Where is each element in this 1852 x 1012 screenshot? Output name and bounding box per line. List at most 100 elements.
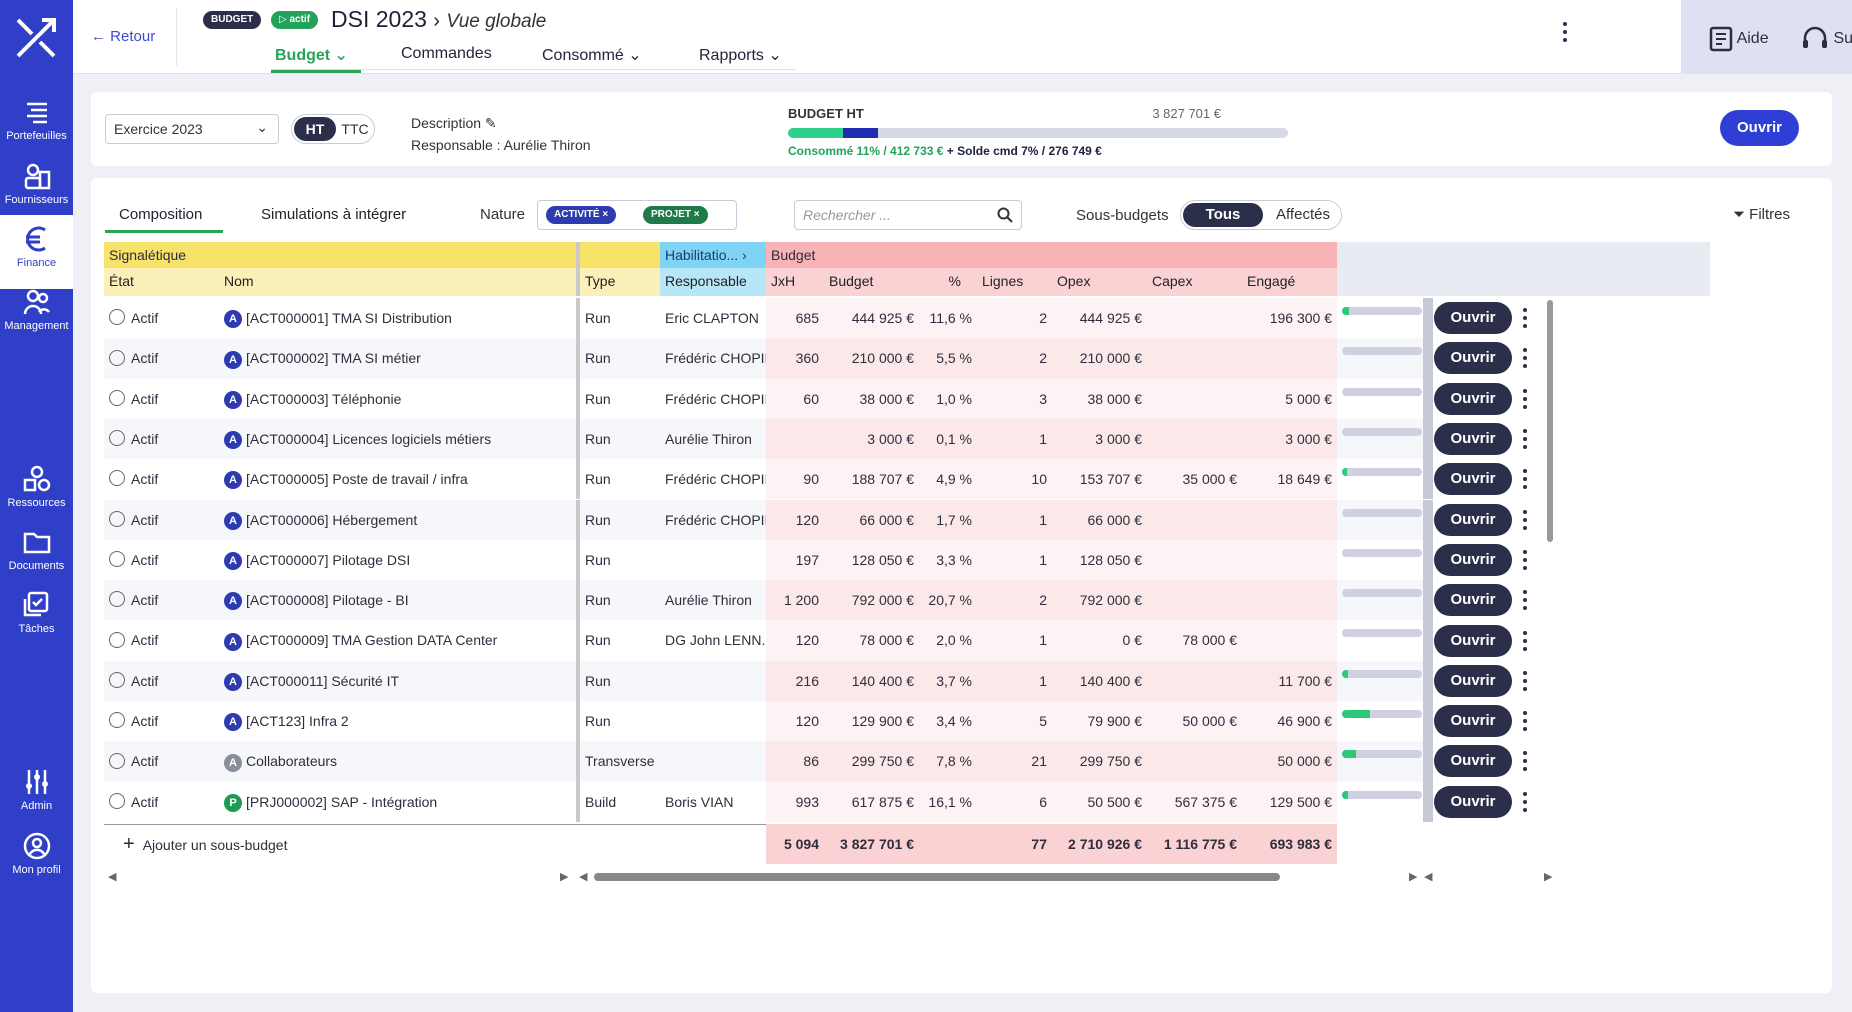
- col-pct[interactable]: %: [919, 268, 977, 296]
- col-opex[interactable]: Opex: [1052, 268, 1147, 296]
- play-circle-icon[interactable]: [109, 430, 125, 447]
- play-circle-icon[interactable]: [109, 309, 125, 326]
- back-link[interactable]: ← Retour: [91, 28, 156, 45]
- table-row[interactable]: Actif A [ACT000008] Pilotage - BI Run Auréli…: [104, 580, 1710, 621]
- scroll-left-icon[interactable]: ◀: [1424, 870, 1433, 883]
- row-more-icon[interactable]: [1523, 509, 1527, 534]
- nav-item-finance[interactable]: Finance: [0, 215, 73, 289]
- open-row-button[interactable]: Ouvrir: [1434, 705, 1512, 738]
- scroll-left-icon[interactable]: ◀: [579, 870, 588, 883]
- table-row[interactable]: Actif A Collaborateurs Transverse 86 299 750 …: [104, 741, 1710, 782]
- row-more-icon[interactable]: [1523, 308, 1527, 332]
- open-row-button[interactable]: Ouvrir: [1434, 463, 1512, 496]
- col-budget[interactable]: Budget: [824, 268, 919, 296]
- play-circle-icon[interactable]: [109, 712, 125, 729]
- scroll-left-icon[interactable]: ◀: [108, 870, 117, 883]
- search-input[interactable]: Rechercher ...: [794, 200, 1022, 230]
- add-sub-budget-button[interactable]: + Ajouter un sous-budget: [123, 832, 288, 855]
- nav-item-admin[interactable]: Admin: [0, 758, 73, 832]
- nav-item-documents[interactable]: Documents: [0, 518, 73, 592]
- col-etat[interactable]: État: [104, 268, 219, 296]
- vertical-scrollbar[interactable]: [1547, 300, 1553, 542]
- play-circle-icon[interactable]: [109, 631, 125, 648]
- open-row-button[interactable]: Ouvrir: [1434, 302, 1512, 335]
- open-row-button[interactable]: Ouvrir: [1434, 543, 1512, 576]
- edit-pencil-icon[interactable]: ✎: [484, 115, 497, 131]
- play-circle-icon[interactable]: [109, 349, 125, 366]
- play-circle-icon[interactable]: [109, 510, 125, 527]
- tab-budget[interactable]: Budget ⌄: [275, 47, 348, 64]
- tab-consomme[interactable]: Consommé ⌄: [542, 47, 642, 64]
- search-icon[interactable]: [997, 207, 1013, 223]
- table-row[interactable]: Actif A [ACT000001] TMA SI Distribution Run…: [104, 298, 1710, 339]
- chip-projet[interactable]: PROJET ×: [643, 206, 708, 224]
- col-nom[interactable]: Nom: [219, 268, 576, 296]
- table-row[interactable]: Actif A [ACT000009] TMA Gestion DATA Cente…: [104, 620, 1710, 661]
- row-more-icon[interactable]: [1523, 348, 1527, 372]
- horizontal-scrollbar[interactable]: [594, 872, 1280, 881]
- table-row[interactable]: Actif A [ACT000011] Sécurité IT Run 216 140 4…: [104, 660, 1710, 701]
- open-budget-button[interactable]: Ouvrir: [1720, 110, 1799, 146]
- col-responsable[interactable]: Responsable: [660, 268, 766, 296]
- ttc-option[interactable]: TTC: [341, 121, 369, 137]
- open-row-button[interactable]: Ouvrir: [1434, 423, 1512, 456]
- nav-item-ressources[interactable]: Ressources: [0, 455, 73, 529]
- nav-item-management[interactable]: Management: [0, 278, 73, 352]
- tab-rapports[interactable]: Rapports ⌄: [699, 47, 782, 64]
- play-circle-icon[interactable]: [109, 671, 125, 688]
- nav-item-mon-profil[interactable]: Mon profil: [0, 822, 73, 896]
- sous-budgets-toggle[interactable]: Tous Affectés: [1180, 200, 1342, 230]
- open-row-button[interactable]: Ouvrir: [1434, 785, 1512, 818]
- table-row[interactable]: Actif A [ACT000004] Licences logiciels mét…: [104, 418, 1710, 460]
- open-row-button[interactable]: Ouvrir: [1434, 342, 1512, 375]
- col-jxh[interactable]: JxH: [766, 268, 824, 296]
- row-more-icon[interactable]: [1523, 791, 1527, 816]
- chip-activite[interactable]: ACTIVITÉ ×: [546, 206, 617, 224]
- support-button[interactable]: Support: [1801, 26, 1852, 52]
- open-row-button[interactable]: Ouvrir: [1434, 503, 1512, 536]
- group-habilitation[interactable]: Habilitatio... ›: [660, 242, 766, 268]
- row-more-icon[interactable]: [1523, 751, 1527, 775]
- close-icon[interactable]: ×: [693, 209, 700, 220]
- col-capex[interactable]: Capex: [1147, 268, 1242, 296]
- row-more-icon[interactable]: [1523, 388, 1527, 413]
- ht-option[interactable]: HT: [294, 117, 336, 141]
- open-row-button[interactable]: Ouvrir: [1434, 584, 1512, 617]
- play-circle-icon[interactable]: [109, 752, 125, 769]
- row-more-icon[interactable]: [1523, 549, 1527, 574]
- row-more-icon[interactable]: [1523, 429, 1527, 453]
- table-row[interactable]: Actif A [ACT123] Infra 2 Run 120 129 900 €3,4…: [104, 701, 1710, 742]
- row-more-icon[interactable]: [1523, 590, 1527, 614]
- col-type[interactable]: Type: [576, 268, 660, 296]
- ht-ttc-toggle[interactable]: HT TTC: [291, 114, 375, 144]
- close-icon[interactable]: ×: [602, 209, 609, 220]
- nav-item-fournisseurs[interactable]: Fournisseurs: [0, 152, 73, 226]
- play-circle-icon[interactable]: [109, 792, 125, 809]
- tab-commandes[interactable]: Commandes: [401, 45, 492, 62]
- exercice-select[interactable]: Exercice 2023 ⌄: [105, 114, 279, 144]
- col-lignes[interactable]: Lignes: [977, 268, 1052, 296]
- scroll-right-icon[interactable]: ▶: [1544, 870, 1553, 883]
- table-row[interactable]: Actif A [ACT000002] TMA SI métier Run Frédér…: [104, 338, 1710, 379]
- table-row[interactable]: Actif A [ACT000007] Pilotage DSI Run 197 128 …: [104, 539, 1710, 581]
- help-button[interactable]: Aide: [1709, 26, 1769, 52]
- open-row-button[interactable]: Ouvrir: [1434, 382, 1512, 415]
- more-options-icon[interactable]: [1563, 22, 1567, 46]
- scroll-right-icon[interactable]: ▶: [1409, 870, 1418, 883]
- nature-filter[interactable]: ACTIVITÉ × PROJET ×: [537, 200, 737, 230]
- row-more-icon[interactable]: [1523, 469, 1527, 493]
- col-engage[interactable]: Engagé: [1242, 268, 1337, 296]
- open-row-button[interactable]: Ouvrir: [1434, 664, 1512, 697]
- table-row[interactable]: Actif P [PRJ000002] SAP - Intégration Build…: [104, 781, 1710, 822]
- scroll-right-icon[interactable]: ▶: [560, 870, 569, 883]
- play-circle-icon[interactable]: [109, 470, 125, 487]
- play-circle-icon[interactable]: [109, 551, 125, 568]
- app-logo-icon[interactable]: [14, 16, 58, 60]
- tab-simulations[interactable]: Simulations à intégrer: [261, 206, 407, 223]
- row-more-icon[interactable]: [1523, 630, 1527, 655]
- seg-affectes[interactable]: Affectés: [1276, 206, 1330, 223]
- open-row-button[interactable]: Ouvrir: [1434, 745, 1512, 778]
- table-row[interactable]: Actif A [ACT000005] Poste de travail / inf…: [104, 459, 1710, 500]
- nav-item-t-ches[interactable]: Tâches: [0, 581, 73, 655]
- filters-button[interactable]: ⏷ Filtres: [1733, 206, 1791, 223]
